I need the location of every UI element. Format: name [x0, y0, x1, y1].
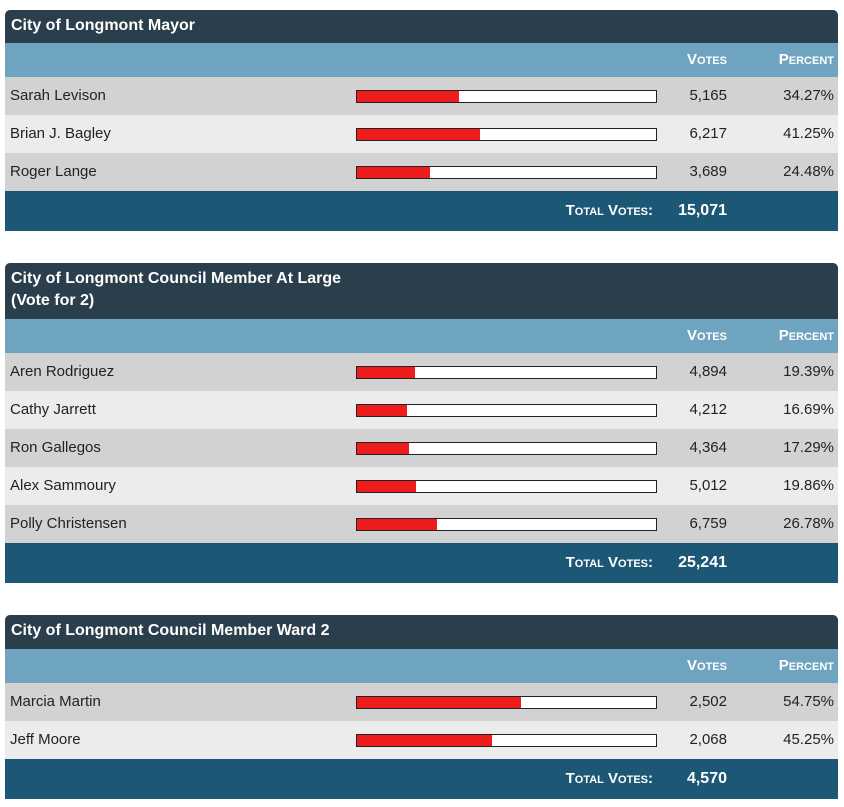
vote-share-fill — [357, 367, 415, 378]
vote-share-fill — [357, 129, 481, 140]
candidate-row: Aren Rodriguez 4,894 19.39% — [5, 353, 838, 391]
candidate-name: Aren Rodriguez — [10, 363, 115, 380]
candidate-percent: 19.39% — [783, 363, 834, 380]
candidate-votes: 4,212 — [689, 401, 727, 418]
candidate-name: Sarah Levison — [10, 87, 106, 104]
candidate-row: Ron Gallegos 4,364 17.29% — [5, 429, 838, 467]
total-votes-row: Total Votes: 4,570 — [5, 759, 838, 799]
total-votes-row: Total Votes: 15,071 — [5, 191, 838, 231]
candidate-list: Aren Rodriguez 4,894 19.39% Cathy Jarret… — [5, 353, 838, 543]
votes-column-header: Votes — [687, 657, 727, 674]
candidate-votes: 4,894 — [689, 363, 727, 380]
candidate-votes: 5,165 — [689, 87, 727, 104]
race-title: City of Longmont Mayor — [5, 10, 838, 43]
column-header-row: Votes Percent — [5, 43, 838, 77]
vote-share-fill — [357, 697, 521, 708]
vote-share-fill — [357, 167, 431, 178]
candidate-percent: 45.25% — [783, 731, 834, 748]
candidate-votes: 2,068 — [689, 731, 727, 748]
votes-column-header: Votes — [687, 51, 727, 68]
candidate-votes: 3,689 — [689, 163, 727, 180]
vote-share-fill — [357, 91, 460, 102]
candidate-name: Brian J. Bagley — [10, 125, 111, 142]
vote-share-bar — [356, 404, 657, 417]
race-title: City of Longmont Council Member At Large… — [5, 263, 838, 319]
vote-share-bar — [356, 90, 657, 103]
race-council-at-large: City of Longmont Council Member At Large… — [5, 263, 838, 583]
candidate-row: Brian J. Bagley 6,217 41.25% — [5, 115, 838, 153]
candidate-votes: 2,502 — [689, 693, 727, 710]
candidate-list: Marcia Martin 2,502 54.75% Jeff Moore 2,… — [5, 683, 838, 759]
candidate-row: Jeff Moore 2,068 45.25% — [5, 721, 838, 759]
candidate-name: Ron Gallegos — [10, 439, 101, 456]
votes-column-header: Votes — [687, 327, 727, 344]
race-council-ward-2: City of Longmont Council Member Ward 2 V… — [5, 615, 838, 799]
candidate-percent: 26.78% — [783, 515, 834, 532]
vote-share-bar — [356, 734, 657, 747]
candidate-percent: 16.69% — [783, 401, 834, 418]
candidate-percent: 19.86% — [783, 477, 834, 494]
total-votes-label: Total Votes: — [565, 202, 653, 219]
percent-column-header: Percent — [778, 327, 834, 344]
total-votes-value: 25,241 — [678, 554, 727, 571]
candidate-row: Polly Christensen 6,759 26.78% — [5, 505, 838, 543]
vote-share-bar — [356, 518, 657, 531]
race-title: City of Longmont Council Member Ward 2 — [5, 615, 838, 649]
vote-share-bar — [356, 442, 657, 455]
percent-column-header: Percent — [778, 51, 834, 68]
vote-share-fill — [357, 481, 417, 492]
vote-share-fill — [357, 443, 409, 454]
candidate-name: Polly Christensen — [10, 515, 127, 532]
candidate-list: Sarah Levison 5,165 34.27% Brian J. Bagl… — [5, 77, 838, 191]
candidate-name: Alex Sammoury — [10, 477, 116, 494]
vote-share-bar — [356, 366, 657, 379]
vote-share-bar — [356, 128, 657, 141]
vote-share-bar — [356, 480, 657, 493]
vote-share-bar — [356, 696, 657, 709]
candidate-name: Jeff Moore — [10, 731, 81, 748]
race-mayor: City of Longmont Mayor Votes Percent Sar… — [5, 10, 838, 231]
candidate-votes: 6,217 — [689, 125, 727, 142]
vote-share-fill — [357, 735, 493, 746]
candidate-votes: 4,364 — [689, 439, 727, 456]
column-header-row: Votes Percent — [5, 649, 838, 683]
candidate-percent: 34.27% — [783, 87, 834, 104]
vote-share-bar — [356, 166, 657, 179]
candidate-percent: 54.75% — [783, 693, 834, 710]
candidate-votes: 6,759 — [689, 515, 727, 532]
vote-share-fill — [357, 519, 438, 530]
candidate-name: Roger Lange — [10, 163, 97, 180]
total-votes-value: 15,071 — [678, 202, 727, 219]
total-votes-label: Total Votes: — [565, 554, 653, 571]
candidate-votes: 5,012 — [689, 477, 727, 494]
candidate-row: Alex Sammoury 5,012 19.86% — [5, 467, 838, 505]
candidate-percent: 41.25% — [783, 125, 834, 142]
total-votes-label: Total Votes: — [565, 770, 653, 787]
candidate-name: Marcia Martin — [10, 693, 101, 710]
candidate-percent: 24.48% — [783, 163, 834, 180]
vote-share-fill — [357, 405, 407, 416]
percent-column-header: Percent — [778, 657, 834, 674]
total-votes-row: Total Votes: 25,241 — [5, 543, 838, 583]
column-header-row: Votes Percent — [5, 319, 838, 353]
candidate-row: Roger Lange 3,689 24.48% — [5, 153, 838, 191]
candidate-row: Sarah Levison 5,165 34.27% — [5, 77, 838, 115]
candidate-row: Marcia Martin 2,502 54.75% — [5, 683, 838, 721]
candidate-percent: 17.29% — [783, 439, 834, 456]
candidate-row: Cathy Jarrett 4,212 16.69% — [5, 391, 838, 429]
candidate-name: Cathy Jarrett — [10, 401, 96, 418]
total-votes-value: 4,570 — [686, 770, 727, 787]
